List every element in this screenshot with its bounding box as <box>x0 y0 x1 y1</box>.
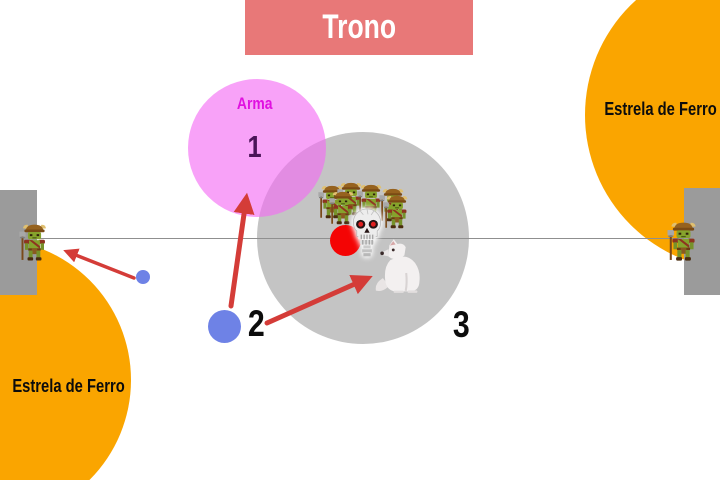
faction-label-bottom-left: Estrela de Ferro <box>12 376 125 396</box>
weapon-zone-label: Arma <box>237 94 273 113</box>
weapon-zone-circle <box>188 79 326 217</box>
goblin-warrior-icon <box>383 194 411 230</box>
point-three-label: 3 <box>452 304 470 345</box>
white-wolf-icon <box>374 238 426 295</box>
title-banner: Trono <box>245 0 473 55</box>
weapon-zone-number: 1 <box>247 129 263 164</box>
page-title: Trono <box>322 8 396 46</box>
goblin-warrior-icon <box>667 221 700 262</box>
goblin-warrior-icon <box>19 223 50 262</box>
small-blue-dot <box>136 270 150 284</box>
point-two-label: 2 <box>247 303 265 344</box>
blue-position-marker <box>208 310 241 343</box>
faction-label-top-right: Estrela de Ferro <box>604 99 718 119</box>
